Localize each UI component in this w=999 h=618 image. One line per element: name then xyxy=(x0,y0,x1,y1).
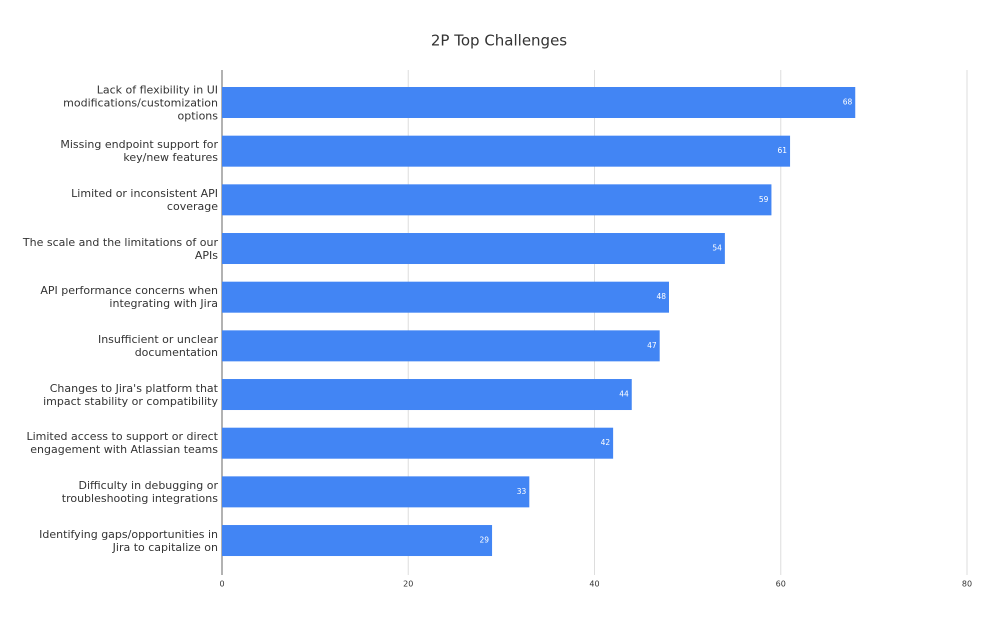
y-tick-label: Limited access to support or direct enga… xyxy=(26,430,218,457)
y-tick-label: Missing endpoint support for key/new fea… xyxy=(60,138,218,165)
bar xyxy=(222,379,632,411)
chart-title: 2P Top Challenges xyxy=(431,32,567,50)
value-label: 61 xyxy=(778,146,788,155)
bar xyxy=(222,281,669,313)
y-tick-label: Lack of flexibility in UI modifications/… xyxy=(63,83,218,122)
x-tick-label: 0 xyxy=(219,580,224,589)
y-tick-label: Identifying gaps/opportunities in Jira t… xyxy=(39,527,218,554)
y-tick-label: Changes to Jira's platform that impact s… xyxy=(43,381,218,408)
bar xyxy=(222,476,530,508)
bar xyxy=(222,184,772,216)
value-label: 54 xyxy=(712,244,722,253)
value-label: 68 xyxy=(843,98,853,107)
value-label: 48 xyxy=(656,292,666,301)
y-tick-label: API performance concerns when integratin… xyxy=(40,284,218,311)
x-tick-label: 80 xyxy=(962,580,972,589)
value-label: 29 xyxy=(480,536,490,545)
value-label: 42 xyxy=(601,438,611,447)
value-label: 59 xyxy=(759,195,769,204)
x-tick-label: 60 xyxy=(776,580,786,589)
value-label: 44 xyxy=(619,390,629,399)
x-tick-label: 20 xyxy=(403,580,413,589)
y-tick-label: Difficulty in debugging or troubleshooti… xyxy=(61,478,218,505)
x-tick-label: 40 xyxy=(589,580,599,589)
bar xyxy=(222,87,856,118)
y-tick-label: Limited or inconsistent API coverage xyxy=(71,186,218,213)
y-tick-label: Insufficient or unclear documentation xyxy=(97,332,218,359)
value-label: 33 xyxy=(517,487,527,496)
bar xyxy=(222,330,660,362)
value-label: 47 xyxy=(647,341,657,350)
bar xyxy=(222,135,791,167)
bar xyxy=(222,427,614,459)
bar xyxy=(222,525,493,557)
bar xyxy=(222,233,725,265)
y-tick-label: The scale and the limitations of our API… xyxy=(22,235,218,262)
